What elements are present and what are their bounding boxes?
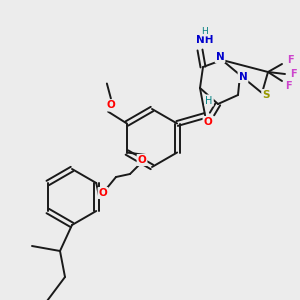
Text: N: N bbox=[216, 52, 224, 62]
Text: F: F bbox=[290, 69, 296, 79]
Text: F: F bbox=[287, 55, 293, 65]
Text: O: O bbox=[204, 117, 212, 127]
Text: O: O bbox=[99, 188, 107, 198]
Text: NH: NH bbox=[196, 35, 214, 45]
Text: O: O bbox=[106, 100, 115, 110]
Text: H: H bbox=[206, 95, 213, 106]
Text: F: F bbox=[285, 81, 291, 91]
Text: N: N bbox=[238, 72, 247, 82]
Text: H: H bbox=[202, 26, 208, 35]
Text: O: O bbox=[138, 155, 146, 165]
Text: S: S bbox=[262, 90, 270, 100]
